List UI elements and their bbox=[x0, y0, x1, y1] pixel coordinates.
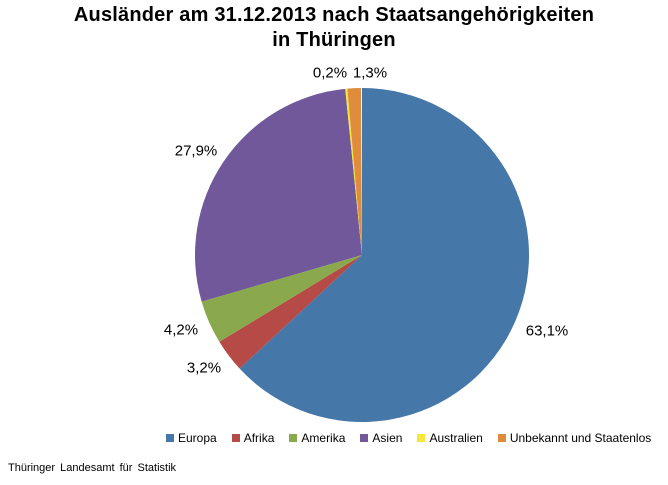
legend-swatch-europa bbox=[166, 434, 174, 442]
pie-slice-australien bbox=[345, 88, 362, 256]
legend-swatch-afrika bbox=[231, 434, 240, 442]
chart-title-line2: in Thüringen bbox=[272, 29, 396, 51]
pie-label-australien: 0,2% bbox=[312, 64, 348, 82]
legend-item-australien: Australien bbox=[417, 431, 483, 445]
legend-item-europa: Europa bbox=[166, 431, 217, 445]
legend-label-asien: Asien bbox=[372, 431, 403, 445]
pie-slice-europa bbox=[239, 88, 530, 422]
legend-item-asien: Asien bbox=[360, 431, 402, 445]
pie-slice-amerika bbox=[201, 255, 362, 342]
legend-swatch-unbekannt-und-staatenlos bbox=[497, 434, 506, 442]
legend-label-unbekannt-und-staatenlos: Unbekannt und Staatenlos bbox=[509, 431, 652, 445]
chart-title-line1: Ausländer am 31.12.2013 nach Staatsangeh… bbox=[73, 4, 595, 26]
pie-label-europa: 63,1% bbox=[525, 322, 569, 340]
legend-label-europa: Europa bbox=[178, 431, 217, 445]
pie-slice-asien bbox=[194, 88, 362, 302]
legend-label-amerika: Amerika bbox=[301, 431, 346, 445]
pie-label-afrika: 3,2% bbox=[186, 359, 222, 377]
source-note: Thüringer Landesamt für Statistik bbox=[8, 462, 177, 474]
legend-item-afrika: Afrika bbox=[231, 431, 275, 445]
legend-swatch-amerika bbox=[289, 434, 298, 442]
legend-item-unbekannt-und-staatenlos: Unbekannt und Staatenlos bbox=[497, 431, 652, 445]
legend-label-australien: Australien bbox=[429, 431, 483, 445]
legend-swatch-asien bbox=[360, 434, 369, 442]
pie-label-amerika: 4,2% bbox=[163, 321, 199, 339]
pie-slice-unbekannt-und-staatenlos bbox=[347, 88, 362, 255]
legend: Europa Afrika Amerika Asien Australien Unbeka… bbox=[166, 431, 651, 445]
pie-label-unbekannt-und-staatenlos: 1,3% bbox=[352, 64, 388, 82]
chart-title: Ausländer am 31.12.2013 nach Staatsangeh… bbox=[0, 3, 668, 53]
pie-label-asien: 27,9% bbox=[174, 142, 218, 160]
legend-label-afrika: Afrika bbox=[243, 431, 275, 445]
legend-item-amerika: Amerika bbox=[289, 431, 345, 445]
pie-slice-afrika bbox=[219, 255, 362, 369]
legend-swatch-australien bbox=[417, 434, 426, 442]
